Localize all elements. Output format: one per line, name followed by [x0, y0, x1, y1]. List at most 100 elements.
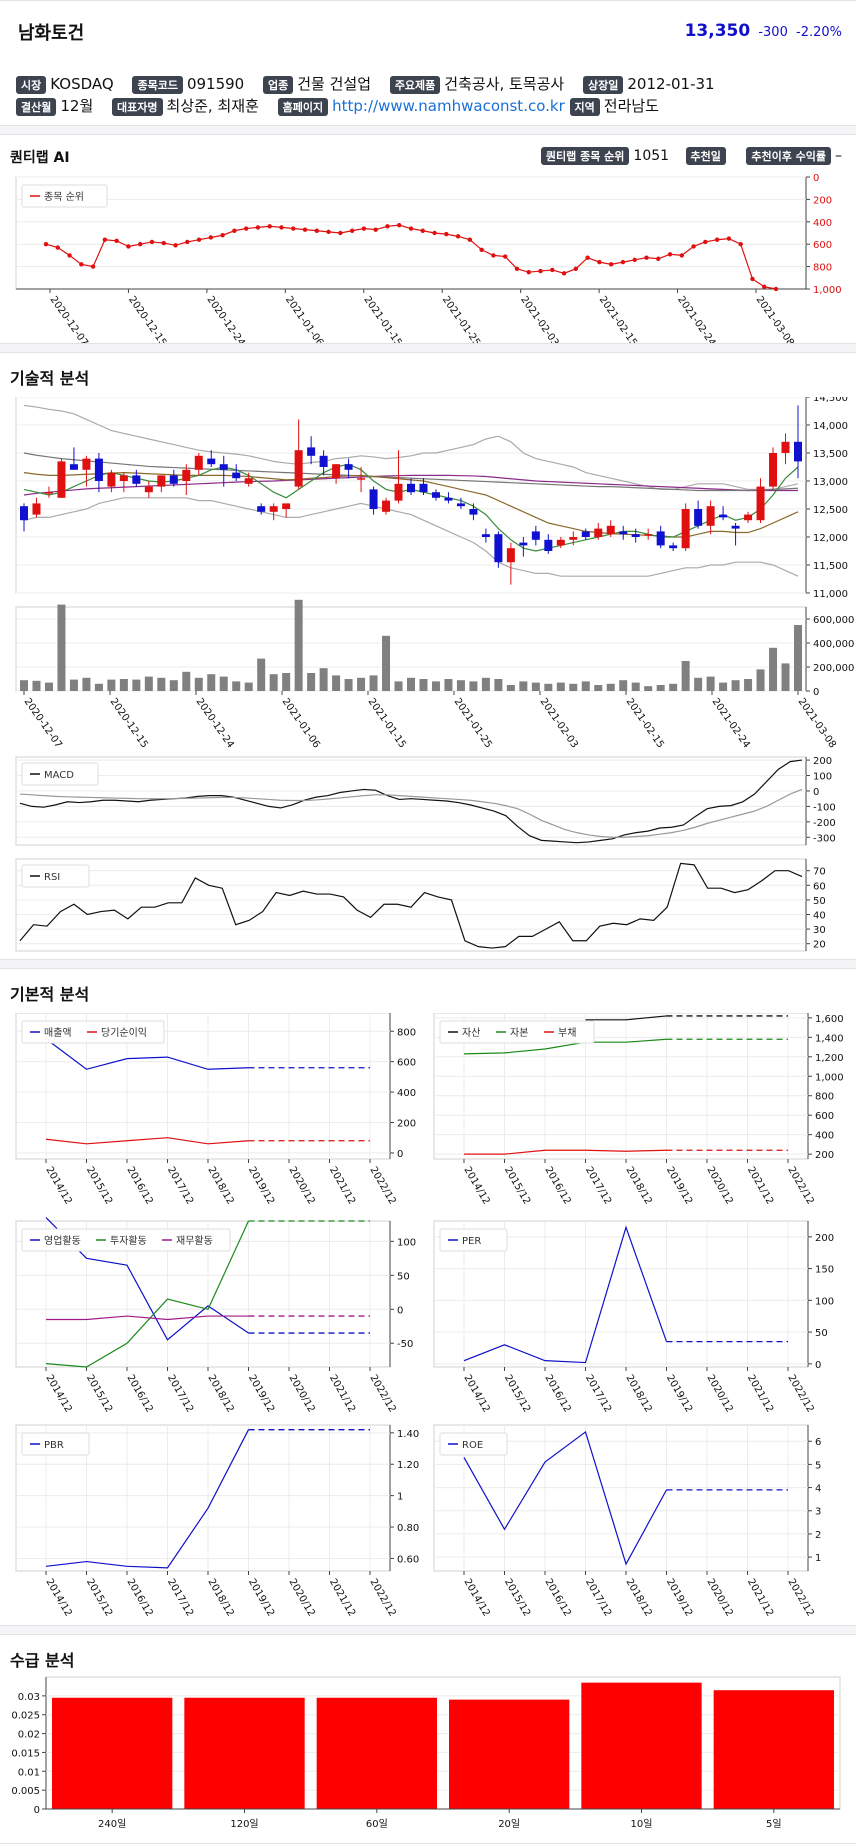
- price-lower-line: [23, 497, 799, 577]
- per-y-tick-label: 100: [815, 1296, 834, 1307]
- volume-bar: [394, 681, 403, 691]
- rank-point: [714, 237, 720, 242]
- roe-x-tick-label: 2015/12: [502, 1577, 532, 1618]
- sales-x-tick-label: 2016/12: [124, 1165, 154, 1206]
- homepage-link[interactable]: http://www.namhwaconst.co.kr: [332, 97, 565, 115]
- sales-x-tick-label: 2014/12: [43, 1165, 73, 1206]
- rank-point: [349, 228, 355, 233]
- cashflow-재무활동-line: [46, 1315, 249, 1321]
- volume-bar: [232, 681, 241, 691]
- cashflow-투자활동-line: [45, 1220, 250, 1368]
- rank-y-tick-label: 400: [813, 218, 832, 229]
- cashflow-x-tick-label: 2022/12: [367, 1373, 397, 1414]
- volume-bar: [169, 680, 178, 691]
- per-y-tick-label: 150: [815, 1265, 834, 1276]
- volume-y-tick-label: 400,000: [813, 639, 854, 650]
- sales-당기순이익-line: [45, 1137, 249, 1145]
- volume-bar: [419, 679, 428, 691]
- volume-bar: [556, 682, 565, 691]
- price-candle: [69, 464, 78, 470]
- supply-y-tick-label: 0.02: [18, 1730, 40, 1741]
- rank-x-tick-label: 2021-01-15: [361, 294, 403, 343]
- assets-y-tick-label: 1,400: [815, 1033, 844, 1044]
- ai-stats: 퀀티랩 종목 순위 1051 추천일 추천이후 수익률 –: [540, 147, 842, 165]
- rsi-y-tick-label: 30: [813, 925, 826, 936]
- rank-point: [137, 242, 143, 247]
- rank-point: [691, 244, 696, 249]
- pbr-x-tick-label: 2014/12: [43, 1577, 73, 1618]
- volume-bar: [132, 679, 141, 691]
- pbr-y-tick-label: 1: [397, 1492, 403, 1503]
- assets-x-tick-label: 2015/12: [502, 1165, 532, 1206]
- tech-card: 기술적 분석 11,000 11,500 12,000 12,500 13,000 13,…: [0, 352, 856, 960]
- cashflow-legend-label: 투자활동: [110, 1234, 147, 1247]
- macd-y-tick-label: 0: [813, 787, 819, 798]
- industry-value: 건물 건설업: [297, 75, 372, 93]
- pbr-y-tick-label: 0.60: [397, 1554, 419, 1565]
- price-ma60-line: [23, 474, 798, 496]
- price-change: -300: [758, 25, 788, 40]
- pbr-legend-box: [21, 1432, 90, 1456]
- price-y-tick-label: 14,000: [813, 421, 848, 432]
- volume-bar: [319, 668, 328, 691]
- price-candle: [319, 455, 328, 467]
- cashflow-x-tick-label: 2015/12: [84, 1373, 114, 1414]
- price-candle: [544, 539, 553, 551]
- assets-y-tick-label: 400: [815, 1131, 834, 1142]
- price-candle: [494, 534, 503, 563]
- volume-bar: [669, 683, 678, 691]
- price-y-tick-label: 13,000: [813, 477, 848, 488]
- price-candle: [119, 475, 128, 481]
- sales-x-tick-label: 2022/12: [367, 1165, 397, 1206]
- volume-bar: [107, 679, 116, 691]
- price-candle: [257, 506, 266, 512]
- per-x-tick-label: 2019/12: [664, 1373, 694, 1414]
- volume-y-tick-label: 0: [813, 687, 819, 698]
- rank-point: [667, 252, 673, 257]
- macd-legend-box: [21, 762, 99, 786]
- supply-x-tick-label: 120일: [230, 1818, 258, 1830]
- volume-bar: [294, 599, 303, 691]
- cashflow-x-tick-label: 2021/12: [327, 1373, 357, 1414]
- market-value: KOSDAQ: [50, 75, 114, 93]
- roe-x-tick-label: 2022/12: [785, 1577, 815, 1618]
- volume-bar: [719, 682, 728, 691]
- sales-y-tick-label: 400: [397, 1088, 416, 1099]
- sales-x-tick-label: 2019/12: [246, 1165, 276, 1206]
- volume-x-tick-label: 2021-01-06: [280, 696, 322, 750]
- supply-bar: [184, 1697, 305, 1809]
- price-candle: [519, 542, 528, 546]
- price-candle: [182, 469, 191, 481]
- rank-point: [208, 235, 214, 240]
- rank-x-tick-label: 2021-02-15: [597, 294, 639, 343]
- assets-자산-line: [585, 1015, 667, 1021]
- fund-title: 기본적 분석: [10, 985, 90, 1004]
- volume-bar: [731, 680, 740, 691]
- volume-bar: [769, 647, 778, 691]
- rank-point: [279, 225, 284, 230]
- rsi-frame: [15, 858, 807, 952]
- rank-point: [632, 257, 637, 263]
- assets-x-tick-label: 2020/12: [704, 1165, 734, 1206]
- price-candle: [781, 441, 790, 453]
- rank-legend-label: 종목 순위: [44, 190, 84, 203]
- supply-chart: 0 0.005 0.01 0.015 0.02 0.025 0.03 240일 120일 60일 2…: [11, 1676, 841, 1830]
- rank-point: [644, 255, 649, 260]
- rank-y-tick-label: 1,000: [813, 285, 842, 296]
- price-candle: [20, 506, 28, 521]
- assets-x-tick-label: 2022/12: [785, 1165, 815, 1206]
- volume-bar: [631, 682, 640, 691]
- macd-y-tick-label: 200: [813, 756, 832, 767]
- roe-x-tick-label: 2014/12: [461, 1577, 491, 1618]
- per-x-tick-label: 2022/12: [785, 1373, 815, 1414]
- volume-bar: [619, 680, 628, 691]
- price-candle: [719, 514, 728, 518]
- volume-bar: [57, 604, 66, 691]
- per-y-tick-label: 0: [815, 1360, 821, 1371]
- volume-bar: [257, 658, 266, 691]
- cashflow-영업활동-line: [45, 1217, 249, 1341]
- stock-header: 남화토건 13,350 -300 -2.20% 시장 KOSDAQ 종목코드 091…: [0, 0, 856, 126]
- cashflow-x-tick-label: 2018/12: [205, 1373, 235, 1414]
- rank-point: [102, 237, 108, 242]
- rank-x-tick-label: 2020-12-15: [126, 294, 168, 343]
